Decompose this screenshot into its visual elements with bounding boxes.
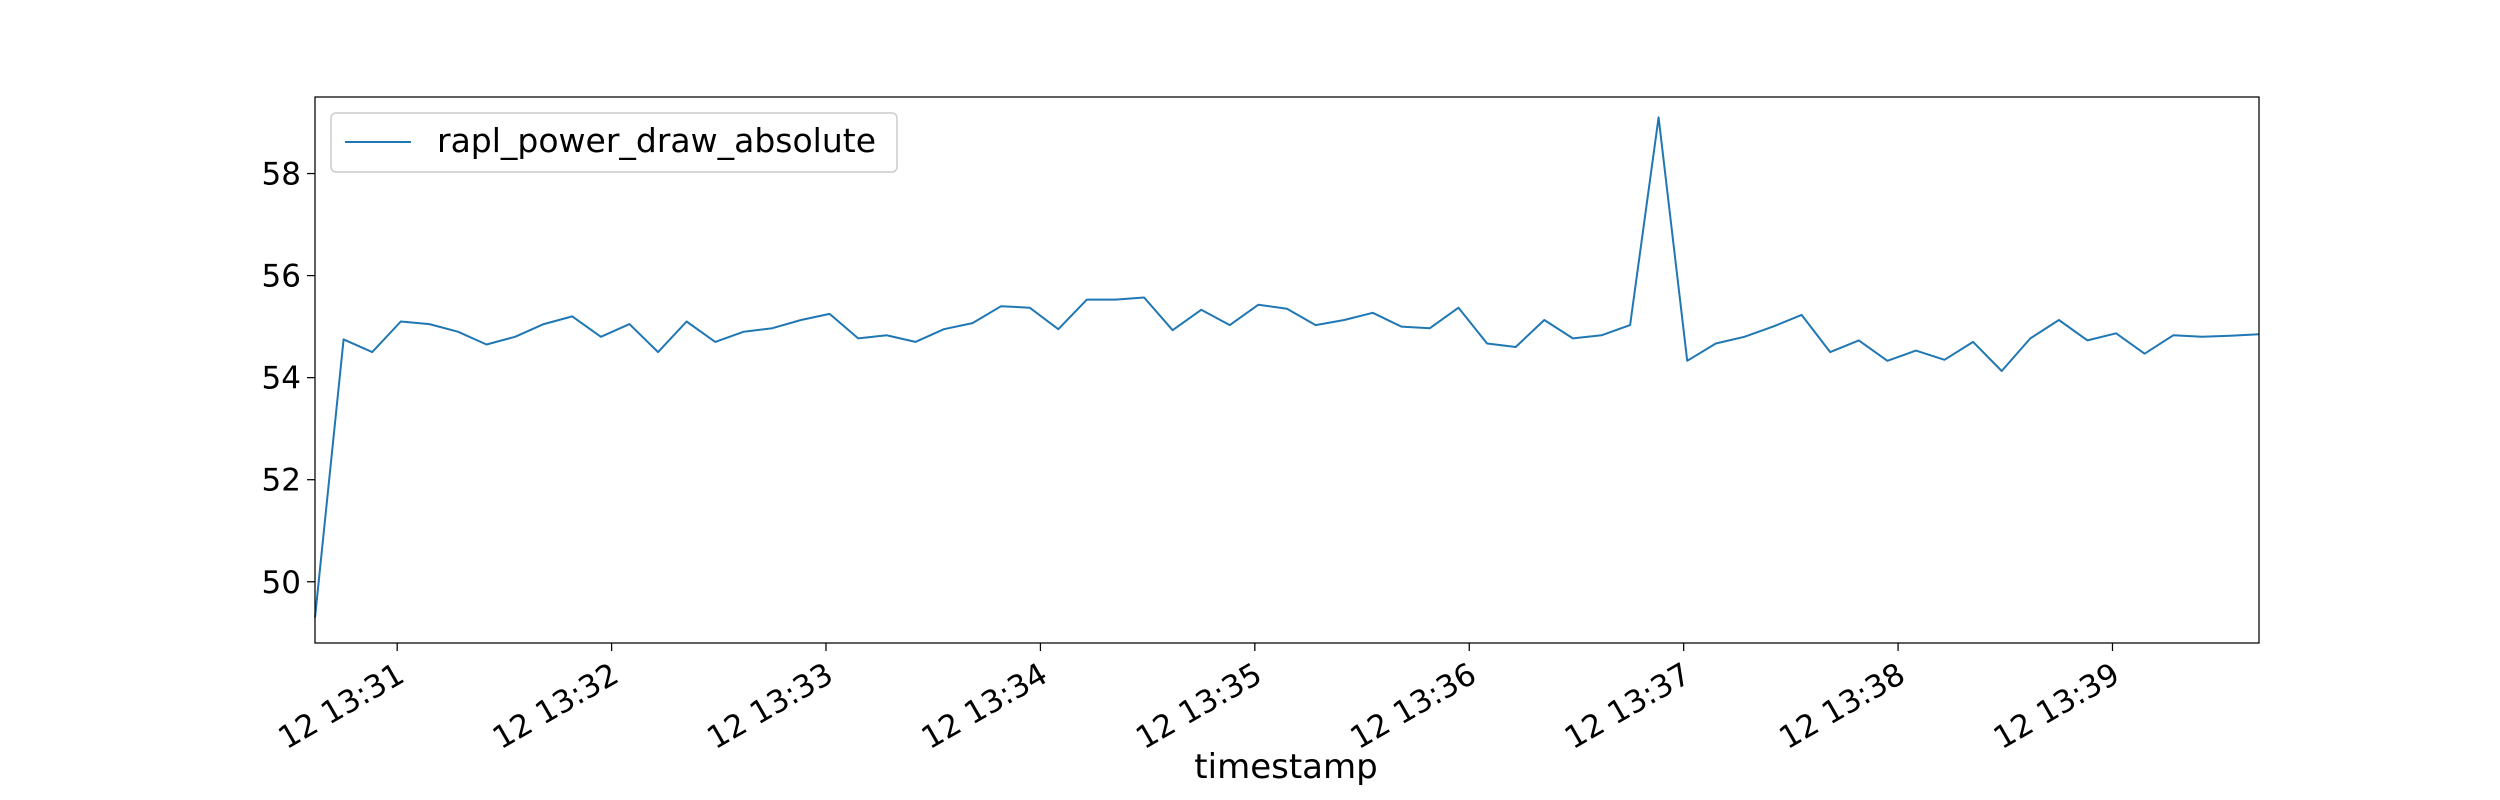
x-tick-label: 12 13:33 — [701, 656, 839, 756]
plot-frame — [314, 96, 2260, 644]
y-tick-label: 52 — [262, 463, 301, 499]
x-axis: 12 13:31 12 13:32 12 13:33 12 13:34 12 13:35… — [272, 643, 2126, 757]
legend: rapl_power_draw_absolute — [330, 112, 898, 173]
legend-label: rapl_power_draw_absolute — [437, 121, 876, 160]
series-line-rapl-power-draw-absolute — [314, 116, 2260, 618]
y-tick-label: 56 — [262, 259, 301, 295]
x-tick-label: 12 13:31 — [272, 656, 410, 756]
x-tick-label: 12 13:39 — [1988, 656, 2126, 756]
y-axis: 50 52 54 56 58 — [262, 157, 315, 601]
x-tick-label: 12 13:35 — [1130, 656, 1268, 756]
x-tick-label: 12 13:38 — [1773, 656, 1911, 756]
y-tick-label: 50 — [262, 565, 301, 601]
x-tick-label: 12 13:37 — [1559, 656, 1697, 756]
x-tick-label: 12 13:34 — [916, 656, 1054, 756]
x-tick-label: 12 13:32 — [487, 656, 625, 756]
y-tick-label: 54 — [262, 361, 301, 397]
legend-box — [330, 112, 898, 173]
x-tick-label: 12 13:36 — [1344, 656, 1482, 756]
x-axis-label: timestamp — [1194, 747, 1377, 787]
y-tick-label: 58 — [262, 157, 301, 193]
plot-area — [315, 97, 2259, 643]
